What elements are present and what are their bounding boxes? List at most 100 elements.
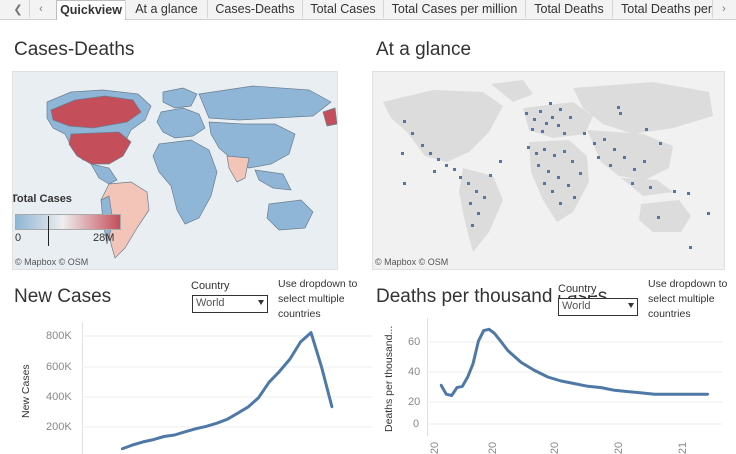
gridlines [82,335,372,428]
country-filter-label: Country [191,280,230,292]
y-tick: 0 [413,418,420,430]
chevron-left-icon[interactable]: ❮ [13,3,23,16]
data-point [246,405,250,409]
country-dots [401,102,710,249]
data-point [493,332,496,335]
tab-at-a-glance[interactable]: At a glance [125,0,207,18]
y-tick: 40 [408,366,421,378]
data-point [288,357,292,361]
data-point [450,394,453,397]
data-point [267,381,271,384]
chevron-down-icon [628,303,634,308]
dropdown-hint: Use dropdown to select multiple countrie… [648,278,728,321]
data-point [546,375,549,379]
data-point [653,393,656,396]
tab-total-cases[interactable]: Total Cases [302,0,383,18]
data-point [173,433,176,437]
y-axis-label: Deaths per thousand... [383,325,395,432]
map-credit: © Mapbox © OSM [375,257,449,267]
data-point [471,362,475,365]
y-axis-label: New Cases [20,364,32,418]
data-point [586,385,590,388]
series-line [121,331,334,451]
cases-deaths-map[interactable]: Total Cases 0 28M © Mapbox © OSM [12,71,338,270]
x-tick: 21 [677,441,690,454]
deaths-series [439,327,710,397]
data-point [466,375,469,379]
data-point [666,393,670,396]
data-point [626,390,630,393]
data-point [600,386,603,389]
country-dropdown-value: World [562,300,591,312]
tab-total-deaths-per[interactable]: Total Deaths per [612,0,721,18]
gridlines [427,341,722,425]
tab-total-cases-per-million[interactable]: Total Cases per million [383,0,525,18]
data-point [225,418,229,421]
data-point [693,393,696,396]
country-dropdown[interactable]: World [558,298,638,316]
legend-color-ramp [15,214,121,230]
data-point [498,338,501,342]
data-point [455,386,459,389]
data-point [461,385,464,388]
data-point [141,440,145,444]
data-point [183,430,187,433]
data-point [215,422,218,425]
tab-quickview[interactable]: Quickview [56,0,126,20]
world-dot-map [383,80,713,252]
data-point [533,369,536,372]
x-tick: 20 [549,441,562,454]
data-point [613,389,616,392]
data-point [482,329,485,332]
country-filter-label: Country [558,283,597,295]
data-point [120,447,124,451]
data-point [573,382,576,385]
country-dropdown-value: World [196,297,225,309]
data-point [131,443,134,447]
legend-title: Total Cases [12,193,72,205]
y-tick: 200K [46,421,72,433]
x-tick: 20 [613,441,626,454]
y-tick: 400K [46,391,72,403]
at-a-glance-title: At a glance [376,39,472,60]
chevron-down-icon [258,300,264,305]
tab-cases-deaths[interactable]: Cases-Deaths [207,0,302,18]
tab-bar: ❮ ‹ Quickview At a glance Cases-Deaths T… [0,0,736,20]
world-choropleth [46,85,337,259]
data-point [236,412,239,415]
data-point [519,361,523,364]
data-point [320,365,323,368]
new-cases-chart[interactable] [82,322,372,454]
data-point [257,396,260,399]
chevron-left-icon[interactable]: ‹ [29,0,52,18]
y-tick: 20 [408,396,421,408]
data-point [194,427,197,430]
new-cases-title: New Cases [14,286,112,307]
data-point [439,383,443,387]
x-tick: 20 [487,441,500,454]
dropdown-hint: Use dropdown to select multiple countrie… [278,278,358,321]
data-point [506,349,509,352]
legend-marker [48,216,49,246]
chevron-right-icon[interactable]: › [712,0,735,18]
data-point [445,393,448,396]
x-tick: 20 [429,441,442,454]
data-point [640,391,643,395]
country-dropdown[interactable]: World [192,295,268,313]
data-point [487,328,491,331]
data-point [680,393,683,396]
at-a-glance-map[interactable]: © Mapbox © OSM [372,71,725,270]
y-tick: 60 [408,336,421,348]
map-credit: © Mapbox © OSM [15,257,89,267]
deaths-per-thousand-title: Deaths per thousand cases [376,286,608,307]
data-point [299,340,302,344]
legend-max: 28M [93,232,115,244]
new-cases-series [120,331,334,451]
series-line [439,327,708,397]
y-tick: 600K [46,361,72,373]
deaths-per-thousand-chart[interactable] [427,318,722,436]
tab-total-deaths[interactable]: Total Deaths [525,0,612,18]
data-point [278,370,281,373]
cases-deaths-title: Cases-Deaths [14,39,135,60]
data-point [162,435,166,438]
